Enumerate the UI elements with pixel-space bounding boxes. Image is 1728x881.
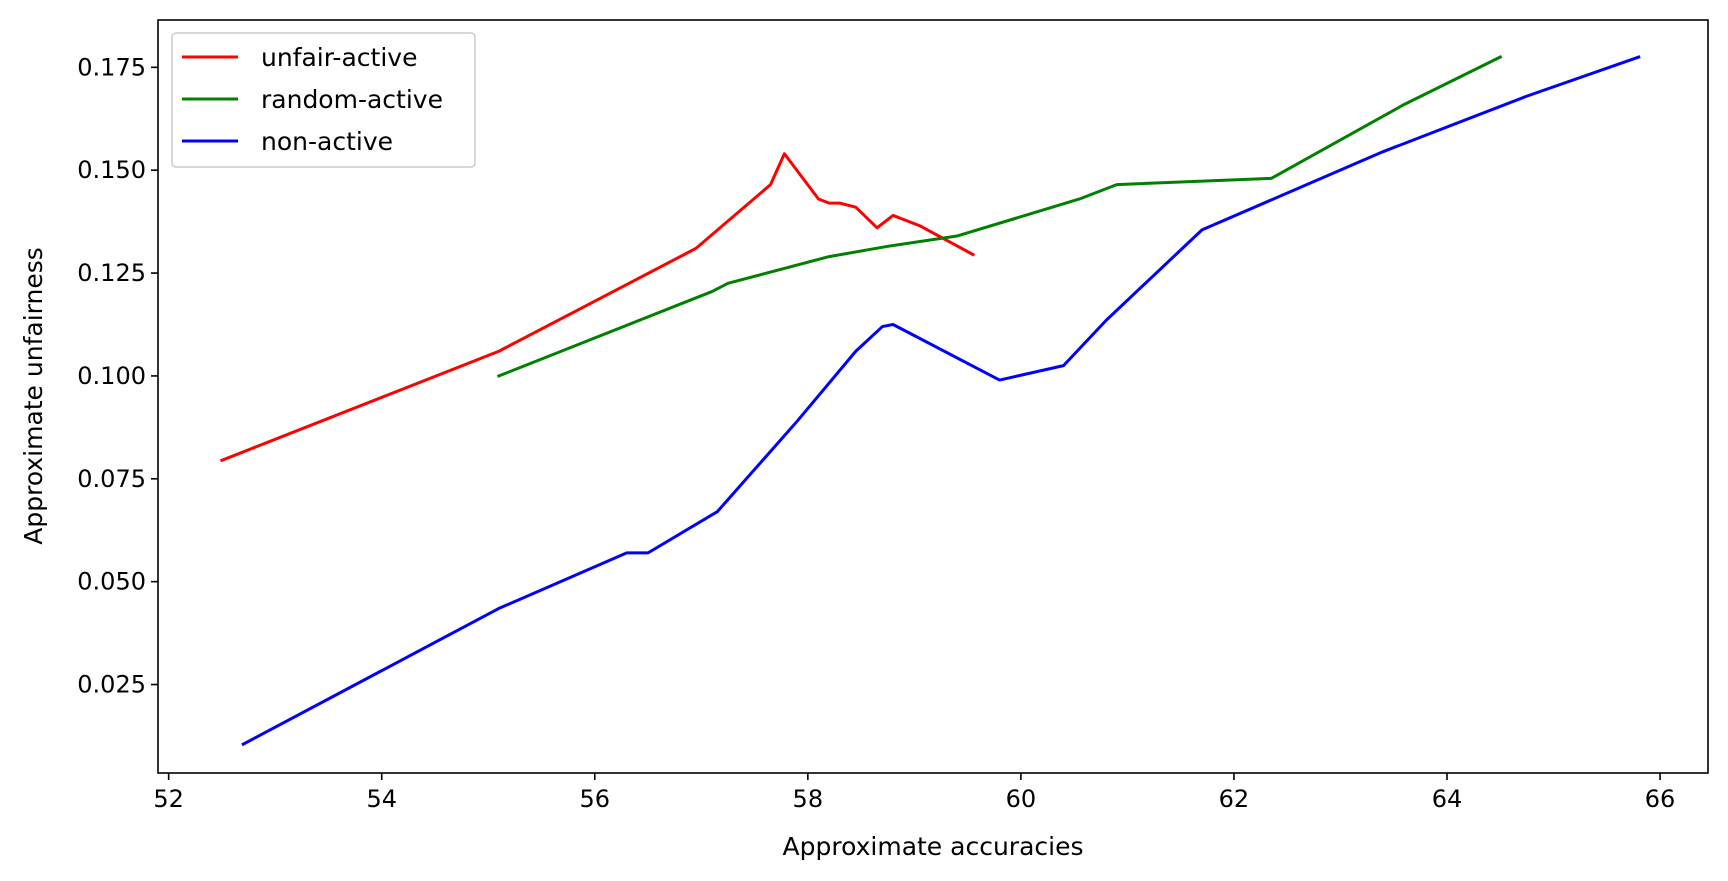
y-tick-label: 0.075	[77, 465, 146, 493]
x-tick-label: 64	[1432, 785, 1463, 813]
plot-frame	[157, 19, 1709, 774]
y-axis: 0.025 0.050 0.075 0.100 0.125 0.150 0.175	[77, 53, 158, 699]
y-tick-label: 0.050	[77, 568, 146, 596]
legend: unfair-active random-active non-active	[171, 32, 476, 168]
legend-label-non-active: non-active	[261, 127, 393, 156]
legend-box	[171, 32, 476, 168]
legend-label-random-active: random-active	[261, 85, 443, 114]
y-tick-label: 0.175	[77, 53, 146, 81]
y-tick-label: 0.150	[77, 156, 146, 184]
x-tick-label: 52	[153, 785, 184, 813]
series-layer	[219, 55, 1641, 747]
series-line-non-active	[241, 55, 1641, 747]
x-tick-label: 58	[793, 785, 824, 813]
x-tick-label: 56	[579, 785, 610, 813]
y-tick-label: 0.100	[77, 362, 146, 390]
y-tick-label: 0.025	[77, 671, 146, 699]
x-tick-label: 62	[1219, 785, 1250, 813]
series-line-unfair-active	[219, 152, 975, 463]
x-tick-label: 66	[1645, 785, 1676, 813]
x-tick-label: 54	[366, 785, 397, 813]
y-tick-label: 0.125	[77, 259, 146, 287]
legend-label-unfair-active: unfair-active	[261, 43, 417, 72]
x-axis: 52 54 56 58 60 62 64 66	[153, 773, 1675, 813]
x-axis-label: Approximate accuracies	[783, 832, 1084, 861]
x-tick-label: 60	[1006, 785, 1037, 813]
series-line-random-active	[496, 55, 1503, 378]
y-axis-label: Approximate unfairness	[19, 247, 48, 545]
